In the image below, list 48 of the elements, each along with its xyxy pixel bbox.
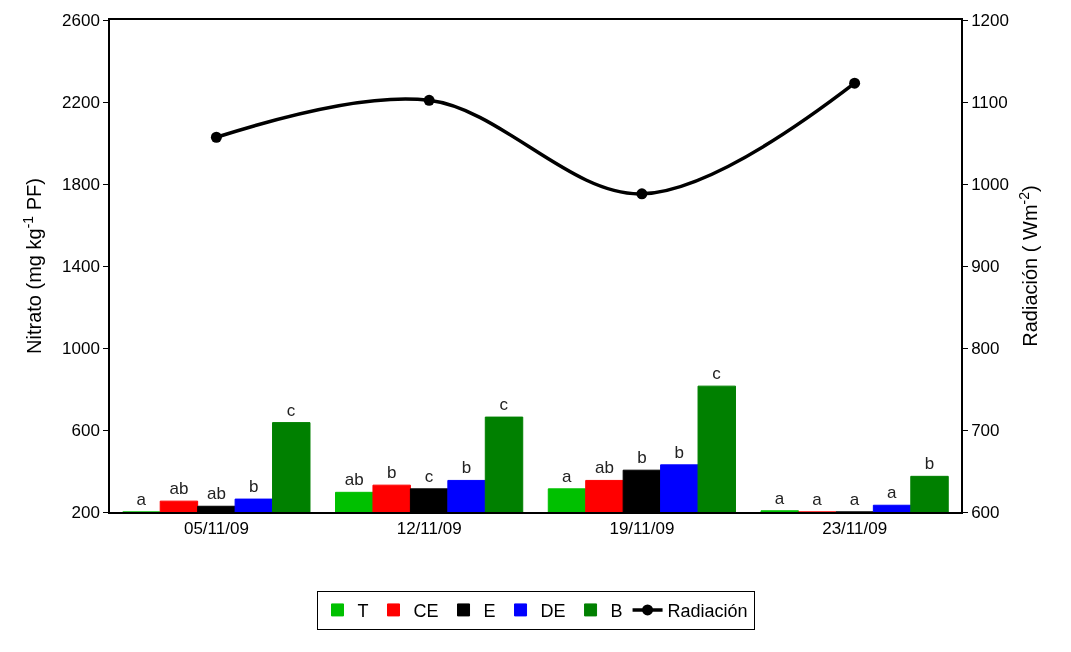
x-tick-label: 23/11/09 xyxy=(822,519,888,539)
y-tick-label: 2200 xyxy=(62,92,100,112)
y2-tick-label: 900 xyxy=(971,256,1000,276)
point xyxy=(210,131,222,143)
data-label: ab xyxy=(169,479,189,499)
y-tick-label: 600 xyxy=(71,420,100,440)
data-label: ab xyxy=(594,458,614,478)
data-label: b xyxy=(461,458,472,478)
data-label: b xyxy=(674,442,685,462)
x-tick-label: 19/11/09 xyxy=(609,519,675,539)
legend-label: DE xyxy=(540,600,566,621)
y2-tick-label: 600 xyxy=(971,502,1000,522)
y-tick-label: 2600 xyxy=(62,10,100,30)
legend-label: T xyxy=(357,600,369,621)
y2-tick-label: 700 xyxy=(971,420,1000,440)
y2-tick-label: 1100 xyxy=(971,92,1008,112)
legend-label: Radiación xyxy=(667,600,748,621)
x-tick-label: 12/11/09 xyxy=(396,519,462,539)
data-label: b xyxy=(924,454,935,474)
legend-label: E xyxy=(483,600,496,621)
data-label: a xyxy=(849,490,860,509)
point xyxy=(423,94,435,106)
data-label: a xyxy=(812,490,823,509)
data-label: a xyxy=(774,488,785,508)
y2-tick-label: 1000 xyxy=(971,174,1009,194)
point xyxy=(636,188,648,200)
data-label: a xyxy=(561,466,572,486)
y-tick-label: 200 xyxy=(71,502,100,522)
data-label: ab xyxy=(206,484,226,504)
legend-label: B xyxy=(610,600,623,621)
data-label: c xyxy=(286,400,296,420)
data-label: a xyxy=(136,490,147,509)
y2-tick-label: 1200 xyxy=(971,10,1009,30)
y-tick-label: 1000 xyxy=(62,338,100,358)
data-label: b xyxy=(637,448,647,468)
y-tick-label: 1800 xyxy=(62,174,100,194)
data-label: b xyxy=(249,477,259,497)
data-label: ab xyxy=(344,470,364,490)
data-label: b xyxy=(386,463,397,483)
data-label: a xyxy=(887,483,898,503)
data-label: c xyxy=(499,395,509,415)
point xyxy=(849,77,861,89)
legend-label: CE xyxy=(413,600,439,621)
y-tick-label: 1400 xyxy=(62,256,100,276)
data-label: c xyxy=(712,364,722,384)
data-label: c xyxy=(424,466,434,486)
x-tick-label: 05/11/09 xyxy=(183,519,249,539)
y2-tick-label: 800 xyxy=(971,338,1000,358)
